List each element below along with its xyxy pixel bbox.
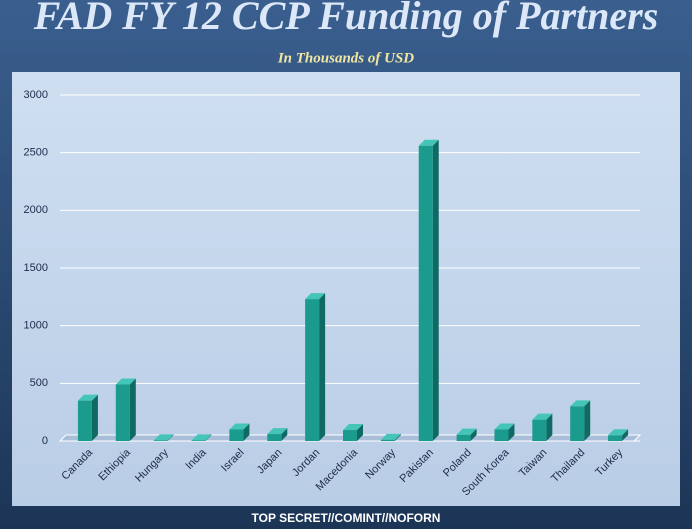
bar	[418, 145, 433, 441]
bar	[191, 440, 206, 441]
bar-top	[494, 423, 515, 430]
bar-top	[115, 378, 136, 385]
bar-side	[508, 423, 515, 441]
bar-top	[456, 428, 477, 435]
classification-footer: TOP SECRET//COMINT//NOFORN	[252, 511, 441, 525]
bar-side	[432, 139, 439, 441]
y-tick-label: 0	[42, 435, 48, 447]
bar	[115, 384, 130, 441]
bar	[494, 429, 509, 441]
bar-top	[305, 293, 326, 300]
bar	[343, 430, 357, 441]
y-tick-label: 1500	[24, 262, 48, 274]
bar-side	[319, 293, 326, 441]
bar-top	[153, 434, 174, 441]
bar-top	[380, 433, 401, 440]
bar	[570, 406, 585, 441]
chart-title: FAD FY 12 CCP Funding of Partners	[33, 0, 659, 38]
bar-side	[584, 400, 591, 441]
y-tick-label: 2000	[24, 204, 48, 216]
y-tick-label: 500	[30, 377, 48, 389]
bar-top	[343, 424, 363, 431]
bar	[380, 439, 395, 441]
bar-side	[546, 413, 553, 441]
bar-side	[357, 424, 363, 441]
bar-side	[622, 429, 629, 441]
bar-side	[470, 428, 477, 441]
bar-side	[281, 428, 288, 441]
bar	[229, 429, 244, 441]
y-tick-label: 3000	[24, 89, 48, 101]
bar-top	[532, 413, 553, 420]
bar	[153, 440, 168, 441]
bar	[608, 435, 623, 441]
bar	[456, 434, 471, 441]
bar	[77, 400, 92, 441]
bar-side	[91, 394, 98, 441]
bar-side	[394, 433, 401, 441]
bar-top	[570, 400, 591, 407]
bar-top	[77, 394, 98, 401]
bar	[267, 434, 282, 441]
bar-top	[267, 428, 288, 435]
chart-subtitle: In Thousands of USD	[277, 50, 414, 66]
bar-side	[243, 423, 250, 441]
bar-top	[418, 139, 439, 146]
bar-top	[229, 423, 250, 430]
bar	[532, 419, 547, 441]
bar-side	[205, 434, 212, 441]
bar	[305, 299, 320, 441]
bar-side	[167, 434, 174, 441]
bar-side	[129, 378, 136, 441]
bar-top	[608, 429, 629, 436]
bar-top	[191, 434, 212, 441]
y-tick-label: 2500	[24, 147, 48, 159]
y-tick-label: 1000	[24, 320, 48, 332]
